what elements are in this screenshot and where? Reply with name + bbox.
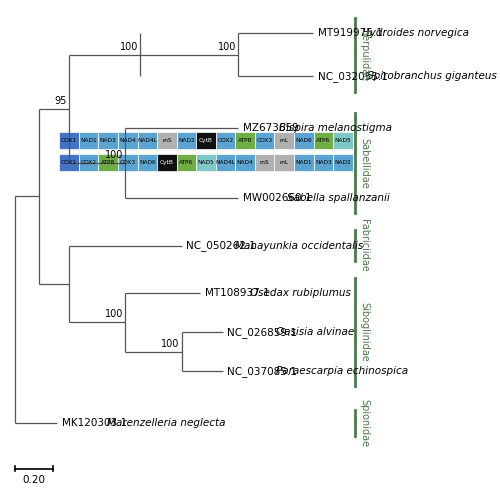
Bar: [333, 133, 353, 149]
Bar: [294, 133, 314, 149]
Bar: [59, 154, 79, 170]
Text: 0.20: 0.20: [22, 475, 46, 485]
Bar: [274, 154, 294, 170]
Bar: [79, 154, 98, 170]
Text: 100: 100: [218, 42, 236, 52]
Text: Siboglinidae: Siboglinidae: [359, 302, 369, 362]
Text: COX3: COX3: [120, 160, 136, 165]
Text: MK120303.1: MK120303.1: [62, 418, 127, 428]
Text: Marenzelleria neglecta: Marenzelleria neglecta: [106, 418, 225, 428]
Text: Serpulidae: Serpulidae: [359, 28, 369, 81]
Bar: [196, 133, 216, 149]
Text: Sabella spallanzanii: Sabella spallanzanii: [287, 193, 390, 203]
Bar: [118, 133, 138, 149]
Bar: [255, 133, 274, 149]
Text: NAD6: NAD6: [139, 160, 156, 165]
Text: NAD4L: NAD4L: [138, 138, 158, 143]
Text: ATP6: ATP6: [180, 160, 194, 165]
Text: 100: 100: [120, 42, 139, 52]
Bar: [216, 133, 236, 149]
Text: rnS: rnS: [162, 138, 172, 143]
Bar: [274, 133, 294, 149]
Text: NAD5: NAD5: [334, 138, 351, 143]
Text: NAD6: NAD6: [296, 138, 312, 143]
Text: NC_032055.1: NC_032055.1: [318, 71, 388, 82]
Text: NC_026859.1: NC_026859.1: [228, 327, 298, 338]
Bar: [98, 133, 118, 149]
Bar: [118, 154, 138, 170]
Text: Manayunkia occidentalis: Manayunkia occidentalis: [235, 241, 363, 250]
Text: NAD1: NAD1: [80, 138, 97, 143]
Text: Fabriciidae: Fabriciidae: [359, 219, 369, 272]
Bar: [98, 154, 118, 170]
Text: rnS: rnS: [260, 160, 270, 165]
Text: rnL: rnL: [280, 160, 289, 165]
Text: NAD1: NAD1: [296, 160, 312, 165]
Text: NAD4: NAD4: [120, 138, 136, 143]
Text: NAD2: NAD2: [334, 160, 351, 165]
Text: 100: 100: [162, 339, 180, 349]
Text: Osedax rubiplumus: Osedax rubiplumus: [250, 288, 350, 298]
Bar: [176, 154, 196, 170]
Text: Spirobranchus giganteus: Spirobranchus giganteus: [366, 72, 496, 82]
Text: ATP8: ATP8: [238, 138, 252, 143]
Text: 100: 100: [105, 309, 123, 320]
Bar: [157, 133, 176, 149]
Text: COX3: COX3: [256, 138, 273, 143]
Bar: [255, 154, 274, 170]
Text: Paraescarpia echinospica: Paraescarpia echinospica: [276, 366, 408, 376]
Text: NAD5: NAD5: [198, 160, 214, 165]
Text: MT919975.1: MT919975.1: [318, 28, 382, 38]
Text: COX1: COX1: [61, 160, 77, 165]
Bar: [157, 154, 176, 170]
Bar: [294, 154, 314, 170]
Bar: [333, 154, 353, 170]
Bar: [138, 154, 157, 170]
Bar: [138, 133, 157, 149]
Bar: [216, 154, 236, 170]
Text: 100: 100: [105, 150, 123, 160]
Text: CytB: CytB: [160, 160, 174, 165]
Text: NAD3: NAD3: [100, 138, 116, 143]
Text: NAD3: NAD3: [315, 160, 332, 165]
Text: MZ673659: MZ673659: [242, 123, 298, 134]
Text: MW002660.1: MW002660.1: [242, 193, 311, 203]
Bar: [314, 133, 333, 149]
Bar: [236, 133, 255, 149]
Text: ATP8: ATP8: [101, 160, 116, 165]
Text: NC_050262.1: NC_050262.1: [186, 240, 256, 251]
Text: rnL: rnL: [280, 138, 289, 143]
Text: Sabellidae: Sabellidae: [359, 138, 369, 189]
Text: 95: 95: [54, 96, 67, 106]
Text: Hydroides norvegica: Hydroides norvegica: [362, 28, 470, 38]
Bar: [236, 154, 255, 170]
Bar: [59, 133, 79, 149]
Bar: [79, 133, 98, 149]
Text: Spionidae: Spionidae: [359, 399, 369, 447]
Text: NC_037085.1: NC_037085.1: [228, 366, 298, 377]
Text: CytB: CytB: [199, 138, 213, 143]
Bar: [314, 154, 333, 170]
Text: Oasisia alvinae: Oasisia alvinae: [276, 327, 354, 337]
Text: MT108937.1: MT108937.1: [205, 288, 270, 298]
Text: Bispira melanostigma: Bispira melanostigma: [279, 123, 392, 134]
Text: COX1: COX1: [61, 138, 77, 143]
Text: COX2: COX2: [218, 138, 234, 143]
Text: NAD2: NAD2: [178, 138, 195, 143]
Bar: [196, 154, 216, 170]
Text: NAD4L: NAD4L: [216, 160, 236, 165]
Bar: [176, 133, 196, 149]
Text: COX2: COX2: [80, 160, 96, 165]
Text: NAD4: NAD4: [237, 160, 254, 165]
Text: ATP6: ATP6: [316, 138, 330, 143]
